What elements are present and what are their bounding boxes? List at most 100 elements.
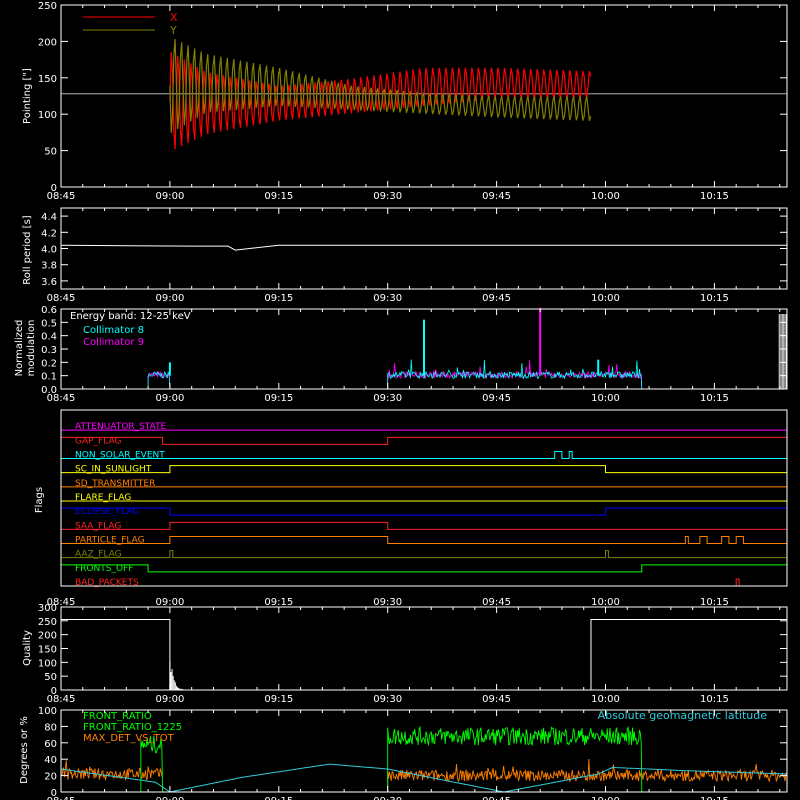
series-X-wave — [169, 51, 592, 150]
flag-label: NON_SOLAR_EVENT — [75, 451, 165, 461]
flag-label: ECLIPSE_FLAG — [75, 507, 139, 517]
y-tick-label: 3.6 — [41, 277, 57, 288]
flag-trace — [61, 578, 787, 587]
plot-frame — [60, 409, 788, 587]
y-tick-label: 100 — [38, 110, 57, 121]
y-tick-label: 3.8 — [41, 261, 57, 272]
flag-label: AAZ_FLAG — [75, 550, 122, 560]
x-tick-label: 09:15 — [264, 191, 293, 202]
x-tick-label: 10:00 — [591, 191, 620, 202]
legend-label: Y — [169, 24, 177, 37]
y-tick-label: 0.4 — [41, 332, 57, 343]
max-det-trace — [60, 760, 163, 792]
x-tick-label: 10:15 — [700, 597, 729, 608]
legend-label: X — [170, 11, 178, 24]
x-tick-label: 10:15 — [700, 293, 729, 304]
pointing-panel: XY 08:45 09:00 09:15 09:30 09:45 10:00 10:15 0 50… — [22, 1, 788, 202]
flag-row: FLARE_FLAG — [61, 493, 787, 503]
x-tick-label: 08:45 — [47, 796, 76, 800]
y-tick-label: 0 — [51, 788, 57, 799]
flag-trace — [61, 465, 787, 474]
x-tick-label: 09:30 — [373, 393, 402, 404]
x-tick-label: 08:45 — [47, 293, 76, 304]
x-tick-label: 09:15 — [264, 393, 293, 404]
x-tick-label: 10:15 — [700, 393, 729, 404]
flag-row: SAA_FLAG — [61, 521, 787, 531]
flag-label: GAP_FLAG — [75, 436, 121, 446]
y-tick-label: 150 — [38, 74, 57, 85]
y-tick-label: 0 — [51, 183, 57, 194]
y-tick-label: 0.1 — [41, 372, 57, 383]
modulation-segment-trace — [147, 370, 171, 390]
flag-trace — [61, 521, 787, 530]
flag-label: FLARE_FLAG — [75, 493, 131, 503]
flag-row: FRONTS_OFF — [60, 564, 788, 574]
x-tick-label: 10:00 — [591, 597, 620, 608]
energy-band-annotation: Energy band: 12-25 keV — [70, 311, 191, 322]
flag-row: AAZ_FLAG — [61, 550, 787, 560]
flag-trace — [60, 507, 788, 516]
flag-trace — [61, 451, 787, 459]
x-tick-label: 09:15 — [264, 597, 293, 608]
roll-period-line — [60, 244, 787, 251]
quality-panel: 08:45 09:00 09:15 09:30 09:45 10:00 10:15 0 50 10… — [22, 597, 788, 705]
y-tick-label: 200 — [38, 631, 57, 642]
x-tick-label: 08:45 — [47, 393, 76, 404]
flag-row: SC_IN_SUNLIGHT — [61, 465, 787, 475]
x-tick-label: 09:00 — [155, 597, 184, 608]
y-axis-label: Roll period [s] — [22, 215, 33, 284]
x-tick-label: 09:15 — [264, 293, 293, 304]
y-axis-label: Pointing ["] — [22, 68, 33, 124]
modulation-segment-trace — [387, 359, 643, 390]
flag-label: FRONTS_OFF — [75, 564, 133, 574]
quality-block — [60, 618, 171, 690]
y-axis-label: Degrees or % — [19, 716, 30, 784]
legend-label: FRONT_RATIO_1225 — [83, 722, 182, 733]
front-ratio-trace — [387, 725, 643, 793]
flag-label: ATTENUATOR_STATE — [75, 422, 167, 432]
y-tick-label: 250 — [38, 617, 57, 628]
y-tick-label: 4.2 — [41, 228, 57, 239]
x-tick-label: 10:00 — [591, 796, 620, 800]
modulation-segment-trace — [147, 371, 171, 390]
y-tick-label: 80 — [44, 722, 57, 733]
x-tick-label: 10:15 — [700, 191, 729, 202]
x-tick-label: 08:45 — [47, 191, 76, 202]
y-tick-label: 200 — [38, 37, 57, 48]
legend-label: FRONT_RATIO — [83, 711, 152, 722]
x-tick-label: 09:45 — [482, 694, 511, 705]
y-tick-label: 250 — [38, 1, 57, 12]
legend-label: Collimator 9 — [83, 337, 144, 348]
x-tick-label: 09:30 — [373, 796, 402, 800]
y-axis-label-line2: modulation — [26, 320, 37, 377]
flag-label: SD_TRANSMITTER — [75, 479, 155, 489]
x-tick-label: 09:45 — [482, 293, 511, 304]
x-tick-label: 09:45 — [482, 393, 511, 404]
x-tick-label: 09:30 — [373, 597, 402, 608]
y-tick-label: 60 — [44, 739, 57, 750]
x-tick-label: 09:00 — [155, 293, 184, 304]
modulation-panel: Energy band: 12-25 keV Collimator 8Collim… — [14, 305, 788, 404]
flag-trace — [61, 536, 787, 544]
x-tick-label: 09:30 — [373, 293, 402, 304]
x-tick-label: 09:45 — [482, 597, 511, 608]
series-Y-wave — [169, 39, 592, 133]
y-tick-label: 100 — [38, 706, 57, 717]
flag-row: ECLIPSE_FLAG — [60, 507, 788, 517]
x-tick-label: 09:30 — [373, 694, 402, 705]
flag-row: GAP_FLAG — [60, 436, 788, 446]
latitude-legend: Absolute geomagnetic latitude — [598, 709, 768, 722]
max-det-trace — [387, 758, 788, 792]
y-tick-label: 20 — [44, 772, 57, 783]
y-tick-label: 300 — [38, 603, 57, 614]
x-tick-label: 09:00 — [155, 393, 184, 404]
x-tick-label: 09:30 — [373, 191, 402, 202]
flag-row: NON_SOLAR_EVENT — [61, 451, 787, 461]
flag-row: SD_TRANSMITTER — [61, 479, 787, 489]
x-tick-label: 10:00 — [591, 694, 620, 705]
degrees-panel: FRONT_RATIOFRONT_RATIO_1225MAX_DET_VS_TO… — [19, 706, 788, 800]
series-Y-line — [169, 39, 592, 133]
legend-label: MAX_DET_VS_TOT — [83, 733, 175, 744]
flag-row: PARTICLE_FLAG — [61, 536, 787, 546]
